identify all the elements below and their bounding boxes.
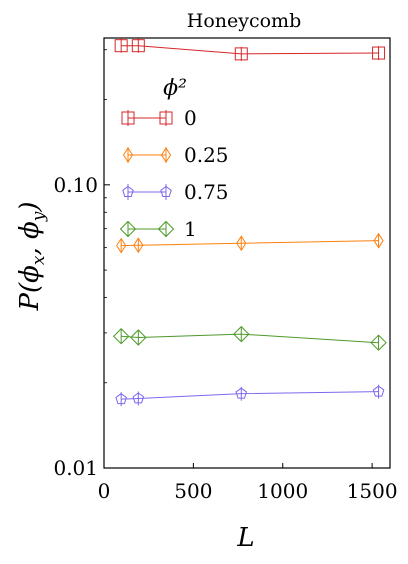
data-point [372,46,386,60]
data-point [112,328,130,345]
legend-marker [159,111,173,125]
y-tick-label: 0.10 [53,173,98,197]
legend-marker [160,185,172,197]
data-point [236,235,247,252]
data-point [133,237,144,254]
data-point [131,39,145,53]
legend-entry-0.75: 0.75 [122,180,229,204]
legend-entry-0.25: 0.25 [122,143,229,167]
data-point [116,237,127,254]
x-tick-label: 1500 [347,479,398,503]
series-line [121,240,379,247]
x-tick-label: 0 [98,479,111,503]
y-axis-label: P(ϕx, ϕy) [15,202,49,312]
series-line [121,391,379,400]
data-point [130,329,147,346]
data-point [372,385,385,397]
data-point [373,232,384,249]
series-0.75 [115,384,385,407]
legend-marker [119,220,137,238]
series-0.25 [116,232,384,254]
x-tick-label: 1000 [257,479,308,503]
data-point [114,39,128,53]
legend-marker [122,185,134,197]
data-point [115,393,127,405]
data-point [234,47,248,61]
legend-label: 0.75 [184,180,229,204]
series-1 [112,325,387,351]
svg-text:P(ϕx, ϕy): P(ϕx, ϕy) [15,202,49,312]
legend-marker [121,111,135,125]
legend-entry-1: 1 [119,217,197,241]
series-line [121,45,379,55]
legend-marker [122,147,134,163]
series-layer [112,38,387,407]
x-tick-label: 500 [174,479,212,503]
data-point [235,387,248,399]
legend-marker [160,147,172,163]
series-0 [114,38,386,61]
axis-ticks: 0 500 1000 1500 0.01 0.10 [53,49,398,503]
legend-label: 1 [184,217,197,241]
legend: ϕ² 0 0.25 0.75 1 [119,76,229,241]
x-axis-label: L [236,523,254,553]
chart-title: Honeycomb [187,10,301,32]
legend-marker [157,220,175,238]
y-tick-label: 0.01 [53,456,98,480]
legend-entry-0: 0 [121,106,197,130]
data-point [233,325,250,343]
legend-label: 0 [184,106,197,130]
data-point [132,392,145,404]
series-line [121,333,379,344]
plot-frame [103,37,391,469]
data-point [370,334,387,351]
legend-title: ϕ² [163,76,187,101]
legend-label: 0.25 [184,143,229,167]
